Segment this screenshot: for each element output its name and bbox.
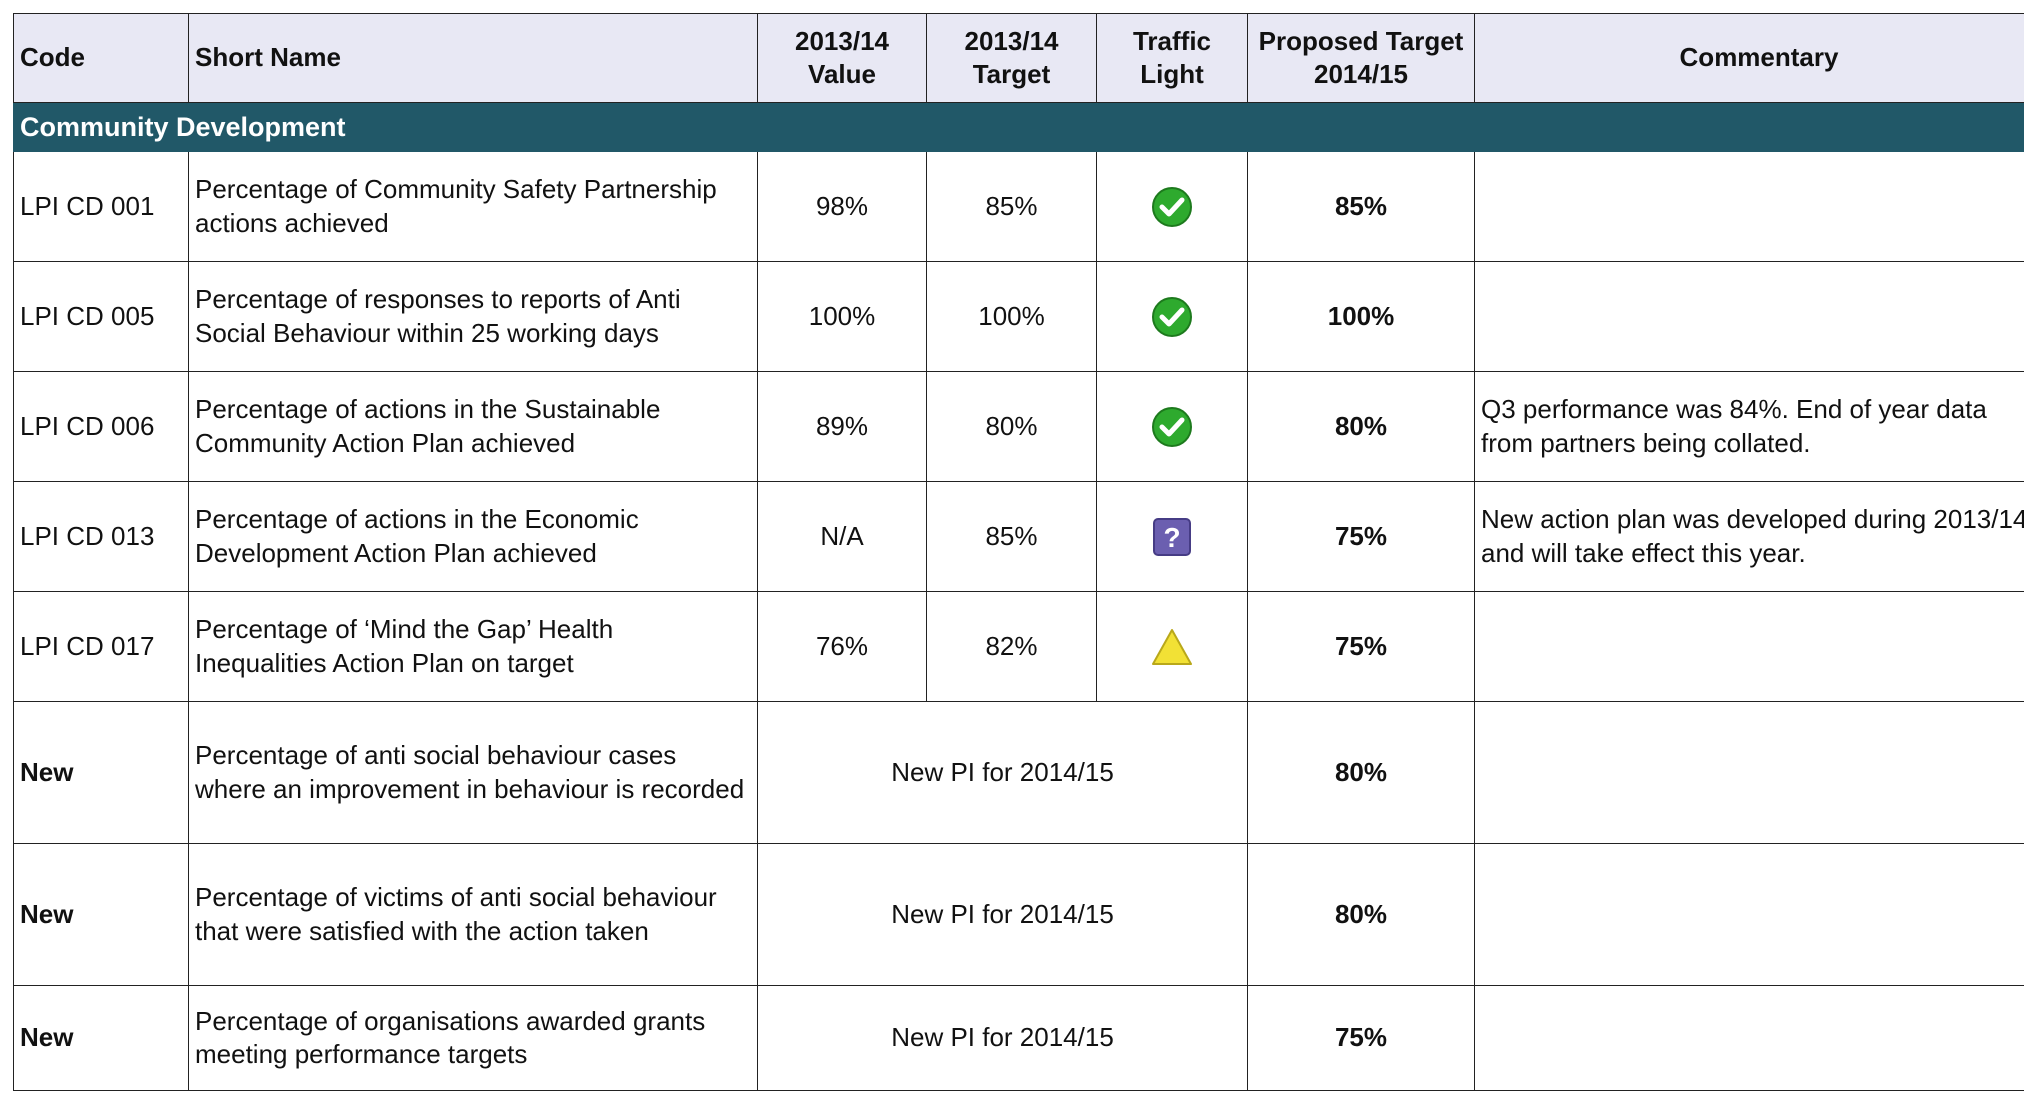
traffic-light — [1096, 261, 1248, 372]
traffic-light — [1096, 371, 1248, 482]
header-cell: Code — [13, 13, 189, 103]
cell: 76% — [757, 591, 927, 702]
cell: LPI CD 005 — [13, 261, 189, 372]
cell: Q3 performance was 84%. End of year data… — [1474, 371, 2024, 482]
header-cell: 2013/14 Value — [757, 13, 927, 103]
cell: New PI for 2014/15 — [757, 985, 1248, 1091]
cell — [1474, 843, 2024, 986]
cell: 89% — [757, 371, 927, 482]
cell: Percentage of anti social behaviour case… — [188, 701, 758, 844]
cell: 100% — [757, 261, 927, 372]
cell: LPI CD 001 — [13, 151, 189, 262]
cell: 80% — [926, 371, 1097, 482]
traffic-light — [1096, 591, 1248, 702]
traffic-light: ? — [1096, 481, 1248, 592]
cell — [1474, 151, 2024, 262]
traffic-light — [1096, 151, 1248, 262]
kpi-row: LPI CD 001 Percentage of Community Safety… — [13, 151, 2024, 262]
cell: 85% — [926, 151, 1097, 262]
svg-text:?: ? — [1163, 522, 1180, 553]
cell: Percentage of organisations awarded gran… — [188, 985, 758, 1091]
cell: Percentage of ‘Mind the Gap’ Health Ineq… — [188, 591, 758, 702]
cell: Percentage of victims of anti social beh… — [188, 843, 758, 986]
cell: New — [13, 843, 189, 986]
cell — [1474, 591, 2024, 702]
cell: New PI for 2014/15 — [757, 701, 1248, 844]
new-row: New Percentage of organisations awarded g… — [13, 985, 2024, 1091]
cell: 80% — [1247, 701, 1475, 844]
header-cell: Traffic Light — [1096, 13, 1248, 103]
section-row: Community Development — [13, 102, 2024, 152]
cell: Percentage of actions in the Economic De… — [188, 481, 758, 592]
cell: Percentage of actions in the Sustainable… — [188, 371, 758, 482]
cell: LPI CD 013 — [13, 481, 189, 592]
cell: 98% — [757, 151, 927, 262]
status-icon — [1152, 628, 1192, 665]
cell: New — [13, 985, 189, 1091]
kpi-row: LPI CD 005 Percentage of responses to rep… — [13, 261, 2024, 372]
header-row: Code Short Name 2013/14 Value 2013/14 Ta… — [13, 13, 2024, 103]
header-cell: Proposed Target 2014/15 — [1247, 13, 1475, 103]
kpi-row: LPI CD 017 Percentage of ‘Mind the Gap’ H… — [13, 591, 2024, 702]
cell: 82% — [926, 591, 1097, 702]
status-icon — [1152, 296, 1192, 337]
cell: New — [13, 701, 189, 844]
cell: 75% — [1247, 591, 1475, 702]
status-icon: ? — [1153, 517, 1191, 556]
kpi-row: LPI CD 013 Percentage of actions in the E… — [13, 481, 2024, 592]
cell: 80% — [1247, 843, 1475, 986]
cell: Percentage of responses to reports of An… — [188, 261, 758, 372]
cell: 100% — [1247, 261, 1475, 372]
cell: N/A — [757, 481, 927, 592]
cell: 100% — [926, 261, 1097, 372]
header-cell: Commentary — [1474, 13, 2024, 103]
cell — [1474, 985, 2024, 1091]
cell: 75% — [1247, 985, 1475, 1091]
status-icon — [1152, 186, 1192, 227]
cell: Percentage of Community Safety Partnersh… — [188, 151, 758, 262]
cell: LPI CD 017 — [13, 591, 189, 702]
cell: 85% — [926, 481, 1097, 592]
section-title: Community Development — [13, 102, 2024, 152]
cell: New PI for 2014/15 — [757, 843, 1248, 986]
cell — [1474, 261, 2024, 372]
cell: LPI CD 006 — [13, 371, 189, 482]
kpi-table: Code Short Name 2013/14 Value 2013/14 Ta… — [13, 13, 2024, 1091]
new-row: New Percentage of anti social behaviour c… — [13, 701, 2024, 844]
kpi-row: LPI CD 006 Percentage of actions in the S… — [13, 371, 2024, 482]
cell — [1474, 701, 2024, 844]
header-cell: 2013/14 Target — [926, 13, 1097, 103]
status-icon — [1152, 406, 1192, 447]
cell: 85% — [1247, 151, 1475, 262]
cell: 75% — [1247, 481, 1475, 592]
cell: 80% — [1247, 371, 1475, 482]
rows: LPI CD 001 Percentage of Community Safety… — [13, 151, 2024, 1091]
new-row: New Percentage of victims of anti social … — [13, 843, 2024, 986]
header-cell: Short Name — [188, 13, 758, 103]
cell: New action plan was developed during 201… — [1474, 481, 2024, 592]
